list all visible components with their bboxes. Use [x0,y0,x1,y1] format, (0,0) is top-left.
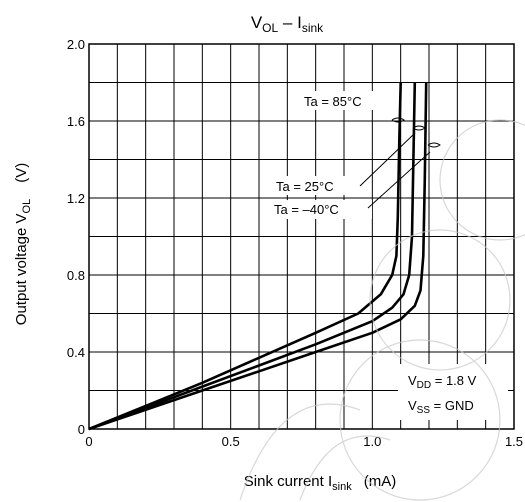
ta25-marker-icon [412,125,426,131]
y-tick-label: 2.0 [67,37,85,52]
ta40-marker-icon [427,142,441,148]
series-line-1 [88,82,417,431]
label-ta85: Ta = 85°C [304,94,362,109]
x-tick-labels: 0 0.5 1.0 1.5 [85,434,523,449]
series-lines [88,82,428,431]
ta40-leader-line [367,151,431,209]
x-tick-label: 1.0 [363,434,381,449]
label-ta25: Ta = 25°C [276,179,334,194]
ta85-marker-icon [391,117,405,123]
series-line-2 [88,82,428,431]
y-axis-label: Output voltage VOL(V) [13,163,33,325]
x-tick-label: 0 [85,434,92,449]
x-axis-label: Sink current Isink (mA) [244,473,396,493]
y-tick-label: 1.2 [67,191,85,206]
y-tick-label: 0 [78,422,85,437]
chart-title: VOL – Isink [251,13,324,35]
y-tick-label: 0.4 [67,345,85,360]
y-tick-label: 0.8 [67,268,85,283]
y-tick-labels: 0 0.4 0.8 1.2 1.6 2.0 [67,37,85,437]
x-tick-label: 1.5 [505,434,523,449]
label-ta40: Ta = –40°C [274,202,339,217]
x-tick-label: 0.5 [222,434,240,449]
ta25-leader-line [359,132,416,187]
y-tick-label: 1.6 [67,114,85,129]
